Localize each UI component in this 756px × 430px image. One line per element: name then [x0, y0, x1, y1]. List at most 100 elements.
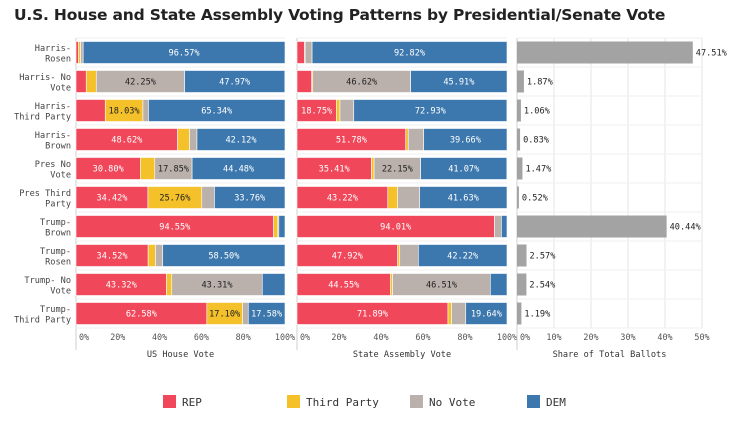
tick-label: 40% [152, 332, 167, 342]
share-value-label: 1.47% [525, 165, 552, 175]
bar-segment-third [387, 186, 398, 209]
data-label: 34.42% [96, 194, 128, 204]
tick-label: 10% [546, 332, 561, 342]
share-bar [517, 128, 521, 151]
data-label: 25.76% [159, 194, 191, 204]
bar-segment-dem [184, 70, 286, 93]
legend-label-rep: REP [182, 396, 202, 409]
share-value-label: 40.44% [670, 223, 702, 233]
bar-segment-dem [418, 244, 508, 267]
data-label: 42.22% [447, 252, 479, 262]
x-axis-label: US House Vote [147, 350, 214, 360]
bar-segment-third [397, 244, 401, 267]
data-label: 51.78% [336, 136, 368, 146]
data-label: 41.63% [448, 194, 480, 204]
bar-segment-dem [490, 273, 508, 296]
data-label: 65.34% [201, 107, 233, 117]
tick-label: 80% [457, 332, 472, 342]
bar-segment-dem [247, 302, 286, 325]
row-label: Vote [50, 84, 71, 94]
tick-label: 60% [415, 332, 430, 342]
row-label: Third Party [14, 316, 71, 326]
share-value-label: 2.57% [530, 252, 557, 262]
bar-segment-rep [75, 41, 79, 64]
x-axis-label: State Assembly Vote [353, 350, 451, 360]
row-label: Harris- No [19, 73, 71, 83]
bar-segment-third [405, 128, 409, 151]
bar-segment-novote [304, 41, 313, 64]
share-bar [517, 273, 527, 296]
bar-segment-novote [339, 99, 355, 122]
data-label: 42.25% [125, 78, 157, 88]
bar-segment-novote [494, 215, 502, 238]
bar-segment-third [447, 302, 452, 325]
bar-segment-dem [82, 41, 286, 64]
tick-label: 60% [194, 332, 209, 342]
bar-segment-third [140, 157, 156, 180]
data-label: 39.66% [450, 136, 482, 146]
tick-label: 20% [331, 332, 346, 342]
bar-segment-third [147, 244, 156, 267]
bar-segment-third [177, 128, 190, 151]
tick-label: 30% [620, 332, 635, 342]
bar-segment-novote [407, 128, 425, 151]
row-label: Brown [45, 142, 71, 152]
tick-label: 20% [110, 332, 125, 342]
share-value-label: 1.06% [524, 107, 551, 117]
bar-segment-novote [399, 244, 419, 267]
data-label: 62.58% [126, 310, 158, 320]
data-label: 72.93% [415, 107, 447, 117]
bar-segment-novote [155, 244, 164, 267]
bar-segment-third [336, 99, 341, 122]
row-label: Harris- [35, 102, 71, 112]
tick-label: 40% [657, 332, 672, 342]
row-label: Party [45, 200, 71, 210]
tick-label: 0% [300, 332, 310, 342]
share-bar [517, 244, 527, 267]
share-value-label: 0.83% [523, 136, 550, 146]
bar-segment-dem [410, 70, 508, 93]
bar-segment-novote [80, 41, 84, 64]
data-label: 22.15% [382, 165, 414, 175]
share-bar [517, 302, 522, 325]
data-label: 30.80% [93, 165, 125, 175]
tick-label: 100% [497, 332, 517, 342]
row-label: Trump- [40, 247, 71, 257]
bar-segment-novote [142, 99, 149, 122]
row-label: Pres No [35, 160, 71, 170]
bar-segment-third [78, 41, 81, 64]
share-value-label: 1.87% [527, 78, 554, 88]
bar-segment-dem [465, 302, 508, 325]
tick-label: 0% [520, 332, 530, 342]
tick-label: 20% [583, 332, 598, 342]
data-label: 96.57% [169, 49, 201, 59]
bar-segment-dem [278, 215, 286, 238]
bar-segment-dem [311, 41, 508, 64]
row-label: Trump- No [24, 276, 71, 286]
share-bar [517, 99, 521, 122]
data-label: 94.55% [159, 223, 191, 233]
data-label: 48.62% [111, 136, 143, 146]
bar-segment-novote [242, 302, 249, 325]
data-label: 42.12% [225, 136, 257, 146]
row-label: Rosen [45, 55, 71, 65]
bar-segment-novote [451, 302, 467, 325]
row-label: Pres Third [19, 189, 71, 199]
share-bar [517, 186, 519, 209]
data-label: 44.55% [328, 281, 360, 291]
row-label: Trump- [40, 218, 71, 228]
data-label: 45.91% [443, 78, 475, 88]
bar-segment-dem [191, 157, 286, 180]
share-bar [517, 215, 667, 238]
share-bar [517, 41, 693, 64]
x-axis-label: Share of Total Ballots [553, 350, 667, 360]
data-label: 17.58% [251, 310, 283, 320]
bar-segment-novote [397, 186, 420, 209]
share-value-label: 0.52% [522, 194, 549, 204]
bar-segment-dem [196, 128, 286, 151]
bar-segment-dem [148, 99, 286, 122]
tick-label: 0% [79, 332, 89, 342]
data-label: 58.50% [208, 252, 240, 262]
share-value-label: 47.51% [696, 49, 728, 59]
bar-segment-dem [261, 273, 286, 296]
